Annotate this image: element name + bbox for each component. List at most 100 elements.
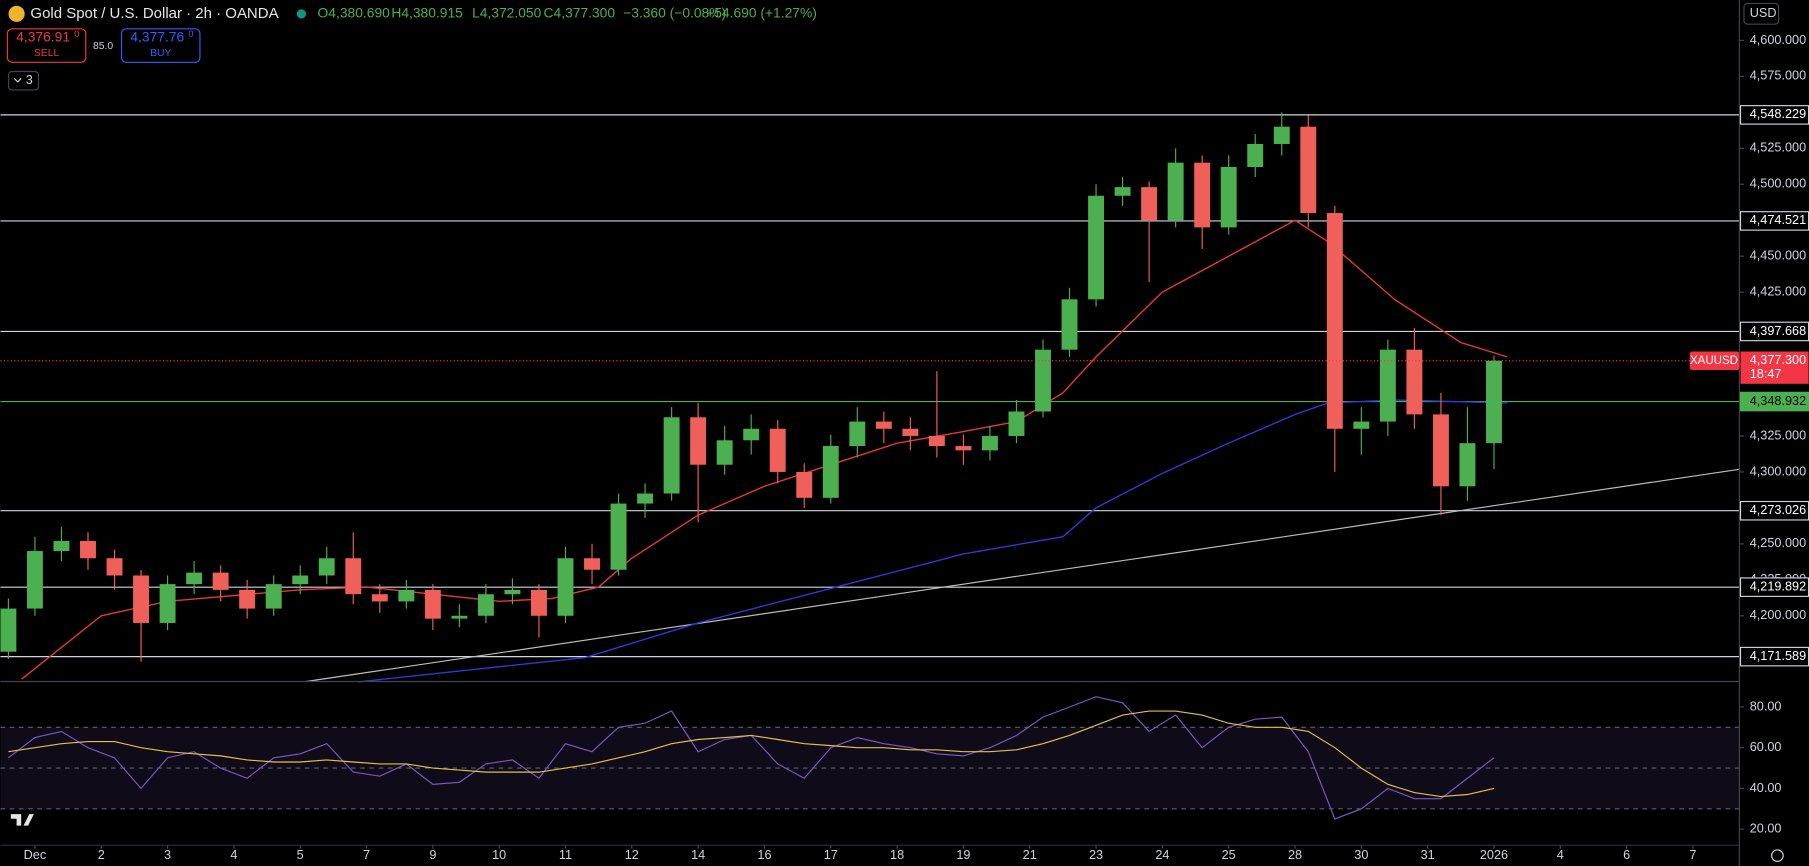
- candle-body: [743, 428, 760, 441]
- x-tick-label: 30: [1354, 848, 1368, 862]
- y-tick-label: 4,250.000: [1750, 536, 1806, 550]
- level-label: 4,474.521: [1750, 213, 1806, 227]
- y-tick-label: 4,500.000: [1750, 177, 1806, 191]
- y-tick-label: 4,525.000: [1750, 141, 1806, 155]
- candle-body: [637, 493, 654, 504]
- rsi-tick-label: 60.00: [1750, 740, 1782, 754]
- x-tick-label: 10: [492, 848, 506, 862]
- ohlc-low: L4,372.050: [472, 4, 542, 20]
- symbol-box: [1689, 351, 1740, 370]
- candle-body: [424, 589, 441, 619]
- candle-body: [1114, 187, 1131, 196]
- market-status: [296, 9, 307, 19]
- candle-body: [477, 594, 494, 616]
- x-tick-label: 5: [297, 848, 304, 862]
- candle-body: [584, 558, 600, 570]
- candle-body: [318, 558, 335, 576]
- candle-body: [133, 575, 150, 623]
- y-tick-label: 4,200.000: [1750, 608, 1806, 622]
- candle-body: [1406, 349, 1423, 415]
- last-price-label: 4,377.300: [1750, 353, 1806, 367]
- x-tick-label: 2026: [1480, 848, 1508, 862]
- candle-body: [1008, 411, 1025, 436]
- x-tick-label: 6: [1623, 848, 1630, 862]
- candle-body: [796, 471, 813, 498]
- moving-average: [21, 219, 1508, 680]
- candle-body: [955, 446, 972, 451]
- sell-digit: 0: [74, 29, 79, 39]
- sell-button[interactable]: [6, 28, 87, 63]
- candle-body: [371, 594, 388, 602]
- candle-body: [1486, 360, 1502, 444]
- x-tick-label: 17: [824, 848, 838, 862]
- candle-body: [557, 558, 574, 616]
- last-price-box: [1740, 351, 1809, 384]
- currency-button[interactable]: [1743, 2, 1780, 25]
- rsi-tick-label: 40.00: [1750, 781, 1782, 795]
- candle-body: [212, 572, 229, 590]
- ohlc-high: H4,380.915: [391, 4, 463, 20]
- level-label: 4,171.589: [1750, 649, 1806, 663]
- candle-body: [106, 558, 123, 576]
- indicators-toggle[interactable]: [7, 70, 40, 91]
- candle-body: [875, 421, 892, 429]
- level-label: 4,397.668: [1750, 324, 1806, 338]
- x-tick-label: Dec: [24, 848, 47, 862]
- x-tick-label: 4: [230, 848, 237, 862]
- x-tick-label: 18: [890, 848, 904, 862]
- candle-body: [26, 551, 43, 609]
- settings-icon[interactable]: [1771, 849, 1784, 862]
- symbol-icon: [8, 5, 25, 22]
- currency: USD: [1750, 6, 1777, 20]
- rsi-tick-label: 20.00: [1750, 821, 1782, 835]
- candle-body: [769, 428, 786, 472]
- buy-button[interactable]: [120, 28, 201, 63]
- buy-digit: 0: [188, 29, 193, 39]
- candle-body: [1141, 187, 1158, 221]
- candle-body: [1459, 443, 1476, 487]
- ohlc-change: −3.360 (−0.08%): [623, 4, 726, 20]
- x-tick-label: 11: [559, 848, 572, 862]
- candle-body: [1273, 126, 1290, 144]
- candle-body: [849, 421, 866, 447]
- sell-label: SELL: [34, 48, 60, 59]
- candle-body: [531, 589, 547, 616]
- x-tick-label: 12: [625, 848, 639, 862]
- level-label: 4,219.892: [1750, 579, 1806, 593]
- candle-body: [239, 589, 256, 609]
- candle-body: [1326, 213, 1343, 429]
- x-tick-label: 2: [98, 848, 105, 862]
- candle-body: [902, 428, 919, 436]
- x-tick-label: 3: [164, 848, 171, 862]
- candle-body: [186, 572, 203, 585]
- symbol-title[interactable]: Gold Spot / U.S. Dollar · 2h · OANDA: [30, 5, 278, 22]
- x-tick-label: 7: [1689, 848, 1696, 862]
- candle-body: [610, 503, 627, 570]
- candle-body: [80, 540, 96, 559]
- candle-body: [1247, 143, 1264, 167]
- x-tick-label: 14: [691, 848, 705, 862]
- x-tick-label: 19: [956, 848, 970, 862]
- x-tick-label: 7: [363, 848, 370, 862]
- spread: 85.0: [93, 41, 113, 52]
- x-tick-label: 4: [1557, 848, 1564, 862]
- y-tick-label: 4,600.000: [1750, 33, 1806, 47]
- buy-label: BUY: [150, 48, 171, 59]
- x-tick-label: 23: [1089, 848, 1103, 862]
- candle-body: [345, 558, 362, 595]
- y-tick-label: 4,425.000: [1750, 284, 1806, 298]
- level-label: 4,348.932: [1750, 394, 1806, 408]
- countdown: 18:47: [1750, 367, 1782, 381]
- candle-body: [716, 440, 733, 465]
- candle-body: [0, 608, 17, 652]
- candle-body: [1035, 349, 1051, 412]
- candle-body: [1300, 126, 1317, 214]
- candle-body: [1167, 162, 1184, 221]
- layer: [0, 112, 1740, 820]
- x-tick-label: 28: [1288, 848, 1302, 862]
- logo: [10, 814, 34, 826]
- y-tick-label: 4,300.000: [1750, 464, 1806, 478]
- rsi-ma-line: [8, 710, 1495, 798]
